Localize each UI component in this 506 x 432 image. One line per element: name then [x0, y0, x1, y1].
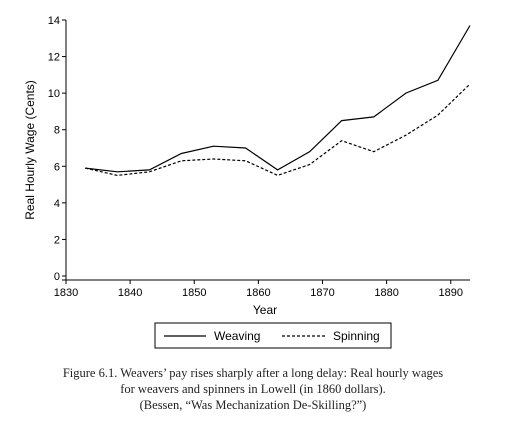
wage-line-chart: 0 2 4 6 8 10 12 14 1830 1840 1850 1860 1870 1880 1890…	[23, 15, 471, 349]
y-tick-label: 0	[54, 271, 60, 283]
x-tick-label: 1840	[118, 287, 142, 299]
figure-caption: Figure 6.1. Weavers’ pay rises sharply a…	[0, 365, 506, 413]
x-tick-label: 1890	[439, 287, 463, 299]
y-tick-label: 12	[48, 52, 60, 64]
y-tick-label: 14	[48, 15, 60, 27]
x-axis: 1830 1840 1850 1860 1870 1880 1890	[54, 279, 470, 299]
legend: Weaving Spinning	[154, 322, 392, 349]
y-axis-title: Real Hourly Wage (Cents)	[23, 80, 37, 220]
x-tick-label: 1830	[54, 287, 78, 299]
series-line-weaving	[85, 25, 471, 173]
legend-label-weaving: Weaving	[214, 329, 260, 343]
x-tick-label: 1880	[374, 287, 398, 299]
y-tick-label: 8	[54, 125, 60, 137]
y-tick-label: 2	[54, 234, 60, 246]
caption-line-2: for weavers and spinners in Lowell (in 1…	[120, 382, 386, 396]
caption-line-3: (Bessen, “Was Mechanization De-Skilling?…	[139, 398, 367, 412]
caption-line-1: Figure 6.1. Weavers’ pay rises sharply a…	[62, 366, 444, 380]
y-tick-label: 4	[54, 198, 60, 210]
series-line-spinning	[85, 83, 471, 177]
legend-label-spinning: Spinning	[333, 329, 380, 343]
y-axis: 0 2 4 6 8 10 12 14	[48, 15, 67, 283]
x-tick-label: 1850	[182, 287, 206, 299]
series-layer	[85, 25, 471, 177]
x-tick-label: 1870	[310, 287, 334, 299]
x-tick-label: 1860	[246, 287, 270, 299]
y-tick-label: 6	[54, 161, 60, 173]
y-tick-label: 10	[48, 88, 60, 100]
x-axis-title: Year	[253, 303, 277, 317]
